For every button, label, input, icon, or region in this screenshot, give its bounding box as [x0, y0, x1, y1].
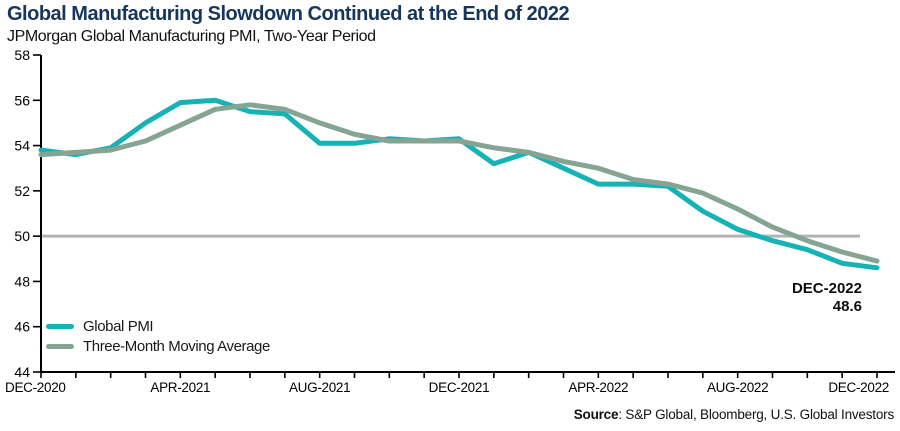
chart-subtitle: JPMorgan Global Manufacturing PMI, Two-Y…: [7, 28, 376, 45]
source-text: : S&P Global, Bloomberg, U.S. Global Inv…: [618, 407, 894, 422]
moving-average-line: [38, 102, 880, 264]
x-tick-label: AUG-2022: [707, 380, 768, 395]
global-pmi-line-swatch: [46, 323, 74, 329]
end-value-annotation: DEC-2022 48.6: [792, 280, 862, 316]
y-tick-label: 46: [14, 319, 30, 335]
chart-title: Global Manufacturing Slowdown Continued …: [7, 3, 570, 25]
x-tick-label: AUG-2021: [289, 380, 350, 395]
x-tick-label: DEC-2021: [429, 380, 490, 395]
x-tick-label: DEC-2020: [5, 380, 66, 395]
source-line: Source: S&P Global, Bloomberg, U.S. Glob…: [574, 407, 894, 422]
y-tick-label: 44: [14, 364, 30, 380]
end-value-date: DEC-2022: [791, 280, 862, 297]
end-value-number: 48.6: [832, 298, 862, 315]
y-tick-label: 58: [14, 47, 30, 63]
y-tick-label: 54: [14, 138, 30, 154]
y-tick-label: 48: [14, 273, 30, 289]
legend-label-global-pmi: Global PMI: [83, 317, 154, 335]
x-tick-label: APR-2021: [150, 380, 210, 395]
global-pmi-line: [38, 97, 880, 271]
legend: Global PMI Three-Month Moving Average: [46, 316, 270, 356]
moving-average-line-swatch: [46, 343, 74, 349]
legend-item-global-pmi: Global PMI: [46, 316, 270, 336]
x-tick-label: DEC-2022: [828, 380, 889, 395]
x-tick-label: APR-2022: [568, 380, 628, 395]
y-tick-label: 50: [14, 228, 30, 244]
legend-item-moving-average: Three-Month Moving Average: [46, 336, 270, 356]
y-tick-label: 56: [14, 92, 30, 108]
y-tick-label: 52: [14, 183, 30, 199]
source-prefix: Source: [573, 407, 619, 422]
legend-label-moving-average: Three-Month Moving Average: [83, 337, 270, 355]
